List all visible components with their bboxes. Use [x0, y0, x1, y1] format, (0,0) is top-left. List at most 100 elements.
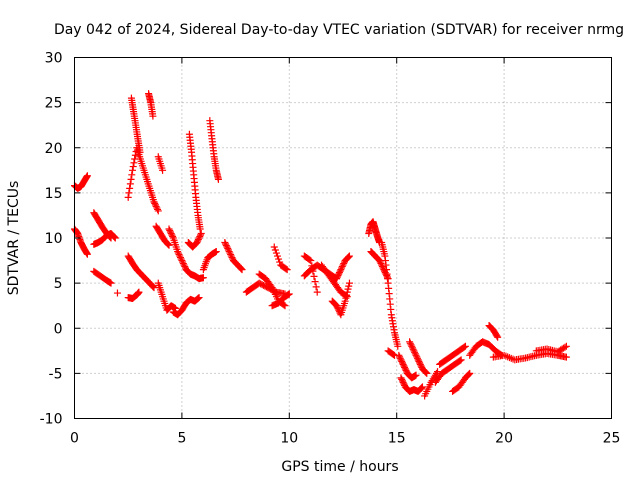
data-point — [237, 265, 245, 273]
data-point — [153, 204, 161, 212]
x-tick-label: 15 — [388, 431, 406, 447]
y-tick-label: 5 — [54, 276, 63, 292]
series-arc-09 — [124, 144, 162, 215]
series-arc-31 — [365, 218, 384, 247]
series-arc-04 — [90, 229, 119, 248]
series-arc-13 — [154, 279, 179, 314]
data-point — [337, 266, 345, 274]
series-arc-08 — [124, 288, 143, 302]
data-point — [338, 263, 346, 271]
data-point — [282, 265, 290, 273]
data-point — [224, 246, 232, 254]
data-point — [398, 357, 406, 365]
data-point — [422, 369, 430, 377]
data-point — [164, 240, 172, 248]
data-point — [151, 201, 159, 209]
series-arc-12 — [152, 222, 173, 249]
data-point — [195, 294, 203, 302]
data-point — [168, 231, 176, 239]
data-point — [345, 253, 353, 261]
data-point — [397, 374, 405, 382]
data-point — [154, 207, 162, 215]
series-arc-43 — [489, 350, 570, 364]
series-arc-44 — [532, 342, 570, 356]
data-point — [126, 184, 134, 192]
data-point — [402, 366, 410, 374]
data-point — [335, 270, 343, 278]
data-point — [222, 242, 230, 250]
data-point — [181, 263, 189, 271]
data-point — [154, 205, 162, 213]
data-point — [411, 348, 419, 356]
data-point — [310, 272, 318, 280]
series-arc-37 — [384, 347, 399, 359]
series-arc-22 — [242, 279, 289, 298]
data-point — [283, 266, 291, 274]
data-point — [338, 264, 346, 272]
data-point — [398, 359, 406, 367]
series-arc-28 — [328, 279, 353, 319]
data-point — [223, 243, 231, 251]
data-point — [400, 380, 408, 388]
data-point — [180, 261, 188, 269]
data-point — [414, 356, 422, 364]
data-point — [336, 267, 344, 275]
data-point — [129, 163, 137, 171]
data-point — [228, 254, 236, 262]
series-arc-16 — [165, 225, 207, 283]
series-arc-21 — [221, 239, 246, 274]
data-point — [111, 234, 119, 242]
data-point — [334, 272, 342, 280]
data-point — [271, 246, 279, 254]
y-tick-label: -10 — [40, 412, 63, 428]
data-point — [175, 251, 183, 259]
data-point — [193, 239, 201, 247]
data-point — [238, 266, 246, 274]
series-arc-05 — [90, 267, 115, 287]
data-point — [421, 368, 429, 376]
series-arc-29 — [333, 252, 353, 283]
data-point — [111, 233, 119, 241]
data-point — [417, 362, 425, 370]
series-arc-23 — [255, 270, 289, 310]
data-point — [341, 297, 349, 305]
data-point — [493, 332, 501, 340]
data-point — [152, 202, 160, 210]
x-tick-label: 25 — [603, 431, 621, 447]
data-point — [196, 232, 204, 240]
data-point — [149, 283, 157, 291]
data-point — [306, 256, 314, 264]
data-point — [107, 279, 115, 287]
x-tick-label: 20 — [495, 431, 513, 447]
data-point — [281, 302, 289, 310]
data-point — [400, 362, 408, 370]
data-point — [334, 305, 342, 313]
y-tick-label: -5 — [49, 366, 63, 382]
data-point — [212, 248, 220, 256]
axis-ticks: 0 5 10 15 20 25 -10 -5 0 5 10 15 20 25 30 — [40, 51, 621, 447]
data-point — [423, 369, 431, 377]
data-point — [174, 248, 182, 256]
series-arc-15 — [169, 294, 203, 319]
data-point — [273, 252, 281, 260]
data-point — [345, 279, 353, 287]
data-point — [307, 257, 315, 265]
data-point — [176, 252, 184, 260]
series-arc-07 — [124, 252, 158, 292]
data-point — [176, 254, 184, 262]
x-axis-label: GPS time / hours — [281, 459, 398, 475]
data-point — [376, 257, 384, 265]
data-point — [376, 258, 384, 266]
data-point — [167, 229, 175, 237]
data-point — [309, 267, 317, 275]
y-tick-label: 10 — [45, 231, 63, 247]
series-arc-39 — [436, 342, 469, 368]
data-point — [397, 356, 405, 364]
data-point — [401, 363, 409, 371]
data-point — [333, 302, 341, 310]
data-point — [178, 257, 186, 265]
y-tick-label: 25 — [45, 96, 63, 112]
data-point — [214, 175, 222, 183]
data-point — [345, 252, 353, 260]
data-point — [195, 234, 203, 242]
